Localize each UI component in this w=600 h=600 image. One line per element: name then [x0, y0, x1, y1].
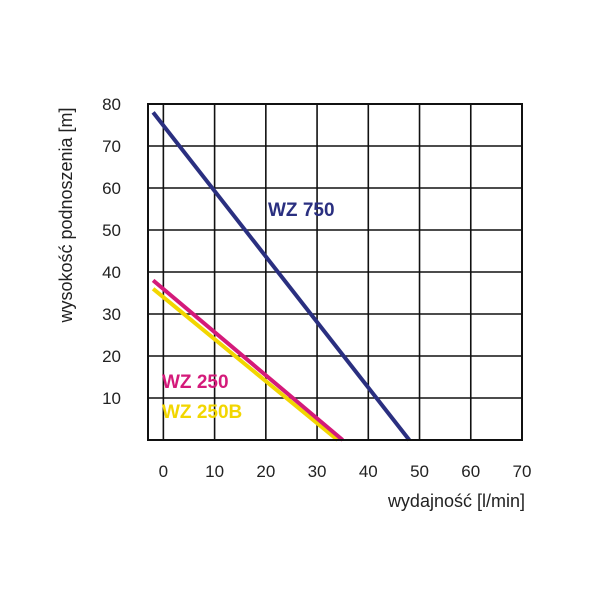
x-tick-label: 30	[308, 462, 327, 481]
y-tick-label: 30	[102, 305, 121, 324]
x-tick-label: 60	[461, 462, 480, 481]
y-tick-label: 50	[102, 221, 121, 240]
x-tick-label: 50	[410, 462, 429, 481]
y-tick-label: 10	[102, 389, 121, 408]
x-tick-label: 0	[159, 462, 168, 481]
series-line-wz250b	[151, 287, 339, 442]
x-tick-label: 40	[359, 462, 378, 481]
series-line-wz250	[151, 278, 344, 442]
series-label-wz750: WZ 750	[268, 200, 335, 221]
series-label-wz250: WZ 250	[162, 372, 229, 393]
series-label-wz250b: WZ 250B	[162, 402, 242, 423]
y-tick-label: 60	[102, 179, 121, 198]
y-axis-ticks: 10 20 30 40 50 60 70 80	[102, 95, 121, 408]
x-axis-title: wydajność [l/min]	[387, 491, 525, 511]
y-tick-label: 70	[102, 137, 121, 156]
x-tick-label: 10	[205, 462, 224, 481]
y-tick-label: 40	[102, 263, 121, 282]
series-lines	[151, 111, 411, 442]
series-line-wz750	[151, 111, 411, 442]
plot-frame	[147, 103, 523, 441]
y-tick-label: 80	[102, 95, 121, 114]
y-tick-label: 20	[102, 347, 121, 366]
x-axis-ticks: 0 10 20 30 40 50 60 70	[159, 462, 532, 481]
y-axis-title: wysokość podnoszenia [m]	[56, 107, 76, 323]
x-tick-label: 70	[513, 462, 532, 481]
x-tick-label: 20	[256, 462, 275, 481]
